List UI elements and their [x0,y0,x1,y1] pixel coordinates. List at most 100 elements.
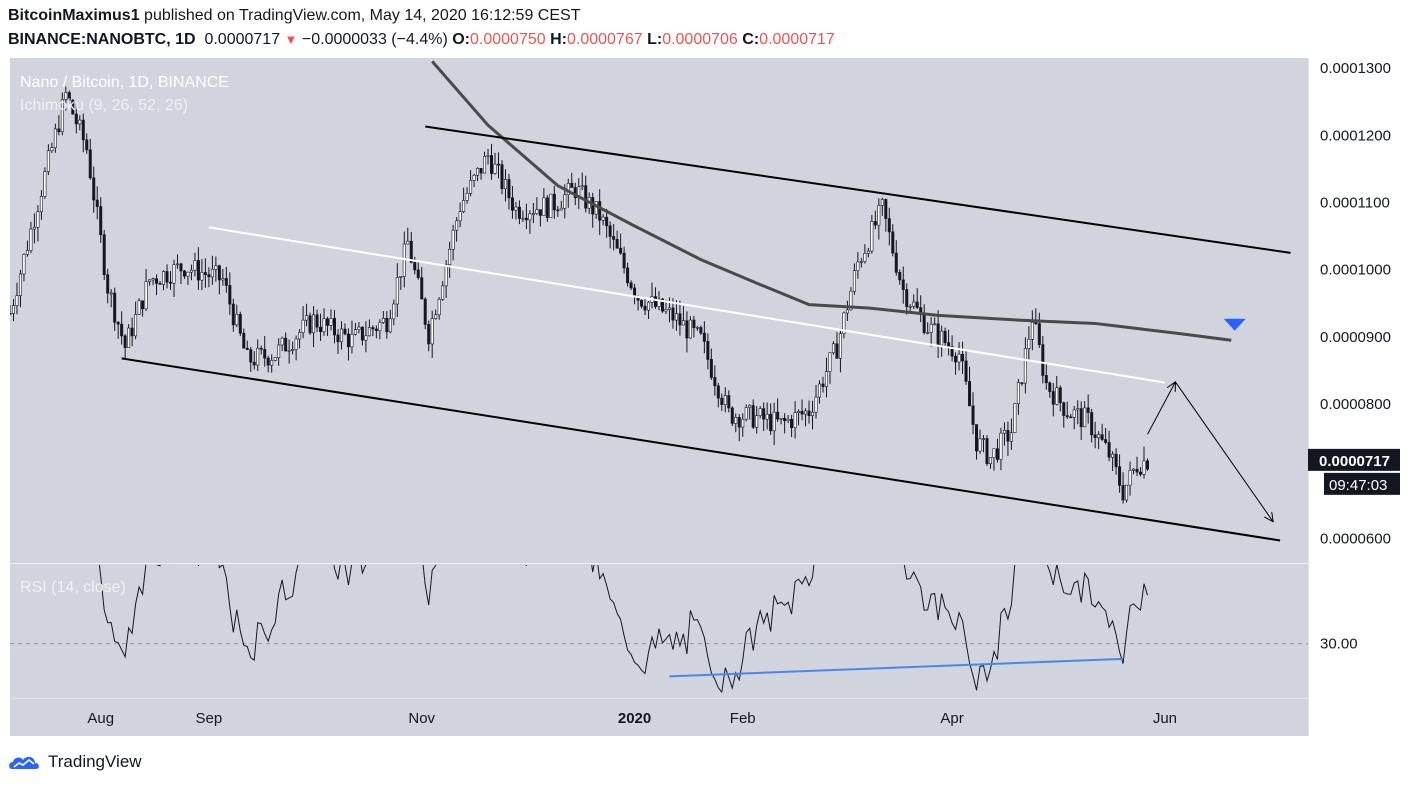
candle-body [807,410,811,416]
candle-body [1044,375,1048,384]
high-value: 0.0000767 [566,31,643,48]
tradingview-logo[interactable]: TradingView [8,750,142,774]
candle-body [263,348,267,359]
candle-body [880,199,884,206]
candle-body [615,239,619,249]
candle-body [908,305,912,308]
candle-body [563,194,567,209]
candle-body [291,349,295,351]
candle-body [214,265,218,270]
candle-body [1002,430,1006,434]
candle-body [364,335,368,341]
candle-body [479,167,483,174]
candle-body [430,318,434,345]
candle-body [326,318,330,326]
low-value: 0.0000706 [662,31,738,48]
candle-body [863,253,867,262]
candle-body [870,221,874,252]
candle-body [1083,407,1087,428]
candle-body [388,318,392,333]
candle-body [755,415,759,428]
candle-body [681,320,685,326]
chart-panel[interactable] [10,58,1308,736]
candle-body [580,185,584,188]
candle-body [1125,484,1129,501]
candle-body [329,318,333,326]
candle-body [1065,415,1069,418]
candle-body [744,407,748,420]
candle-body [148,279,152,282]
candle-body [151,278,155,281]
rsi-level-label: 30.00 [1320,636,1358,653]
candle-body [943,330,947,343]
candle-body [1072,409,1076,418]
low-label: L: [647,31,663,48]
candle-body [420,277,424,300]
candle-body [783,417,787,421]
candle-body [510,197,514,211]
candle-body [385,318,389,333]
candle-body [751,405,755,428]
rsi-divergence-line [669,657,1124,678]
open-label: O: [452,31,470,48]
candle-body [765,413,769,420]
candle-body [1023,348,1027,384]
countdown-badge-label: 09:47:03 [1329,477,1387,494]
candle-body [723,395,727,405]
candle-body [1037,323,1041,345]
candle-body [1041,344,1045,376]
price-tick-label: 0.0001300 [1320,60,1391,77]
candle-body [1114,453,1118,468]
candle-body [619,247,623,254]
candle-body [469,180,473,194]
projection-down-arrowhead [1264,511,1274,523]
candle-body [490,155,494,174]
candle-body [835,343,839,359]
candle-body [346,333,350,348]
candle-body [985,438,989,465]
candle-body [399,276,403,278]
candle-body [15,295,19,306]
candle-body [667,307,671,310]
candle-body [270,360,274,366]
price-badge-label: 0.0000717 [1319,453,1390,470]
candle-body [483,156,487,174]
candle-body [940,330,944,346]
candle-body [95,199,99,207]
price-tick-label: 0.0001000 [1320,262,1391,279]
candle-body [898,272,902,281]
candle-body [113,292,117,323]
mid-line-line [208,226,1166,384]
candle-body [922,312,926,333]
candle-body [608,225,612,237]
candle-body [629,282,633,289]
price-tick-label: 0.0001100 [1320,194,1390,211]
candle-body [1097,434,1101,438]
indicator-label: Ichimoku (9, 26, 52, 26) [20,97,189,114]
candle-body [601,216,605,221]
candle-body [200,272,204,281]
candle-body [74,113,78,125]
price-change: −0.0000033 (−4.4%) [301,31,448,48]
candle-body [189,269,193,273]
candle-body [228,285,232,305]
candle-body [741,418,745,428]
candle-body [427,324,431,345]
price-tick-label: 0.0000800 [1320,396,1391,413]
candle-body [134,314,138,337]
candle-body [730,407,734,424]
candle-body [319,326,323,333]
candle-body [988,457,992,465]
candle-body [175,263,179,266]
candle-body [528,213,532,221]
candle-body [374,328,378,331]
candle-body [221,278,225,281]
candle-body [252,361,256,366]
candle-body [357,326,361,330]
author-name[interactable]: BitcoinMaximus1 [8,7,140,24]
candle-body [144,281,148,310]
candle-body [1090,412,1094,436]
candle-body [779,417,783,420]
candle-body [1030,322,1034,340]
